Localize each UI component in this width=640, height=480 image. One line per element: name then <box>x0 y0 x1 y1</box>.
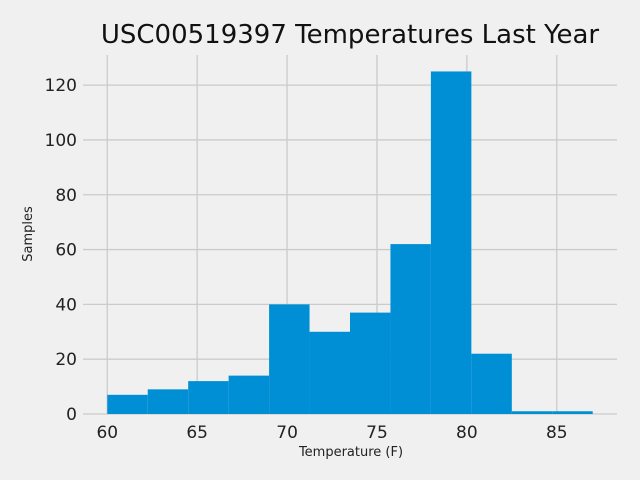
histogram-bar <box>511 411 553 414</box>
histogram-bar <box>309 331 350 414</box>
x-axis-label: Temperature (F) <box>298 445 403 460</box>
histogram-bar <box>228 375 270 414</box>
y-tick-label: 0 <box>66 405 77 425</box>
histogram-bar <box>107 394 148 414</box>
y-axis-label: Samples <box>21 206 36 262</box>
histogram-bar <box>430 71 472 414</box>
gridlines <box>83 55 617 415</box>
histogram-bar <box>269 304 310 414</box>
y-tick-label: 20 <box>55 350 77 370</box>
histogram-bar <box>188 381 229 414</box>
y-tick-labels: 0 20 40 60 80 100 120 <box>45 76 77 425</box>
chart-title: USC00519397 Temperatures Last Year <box>101 20 600 50</box>
histogram-bar <box>147 389 189 414</box>
x-tick-label: 60 <box>96 423 118 443</box>
y-tick-label: 80 <box>55 186 77 206</box>
y-tick-label: 60 <box>55 241 77 261</box>
y-tick-label: 40 <box>55 295 77 315</box>
histogram-bar <box>552 411 593 414</box>
histogram-bar <box>390 244 431 414</box>
x-tick-label: 70 <box>276 423 298 443</box>
histogram-bar <box>471 353 512 414</box>
x-tick-label: 75 <box>366 423 388 443</box>
x-tick-labels: 60 65 70 75 80 85 <box>96 423 567 443</box>
x-tick-label: 85 <box>546 423 568 443</box>
histogram-bars <box>107 71 593 414</box>
y-tick-label: 120 <box>45 76 77 96</box>
histogram-bar <box>350 312 391 414</box>
y-tick-label: 100 <box>45 131 77 151</box>
x-tick-label: 80 <box>456 423 478 443</box>
x-tick-label: 65 <box>186 423 208 443</box>
